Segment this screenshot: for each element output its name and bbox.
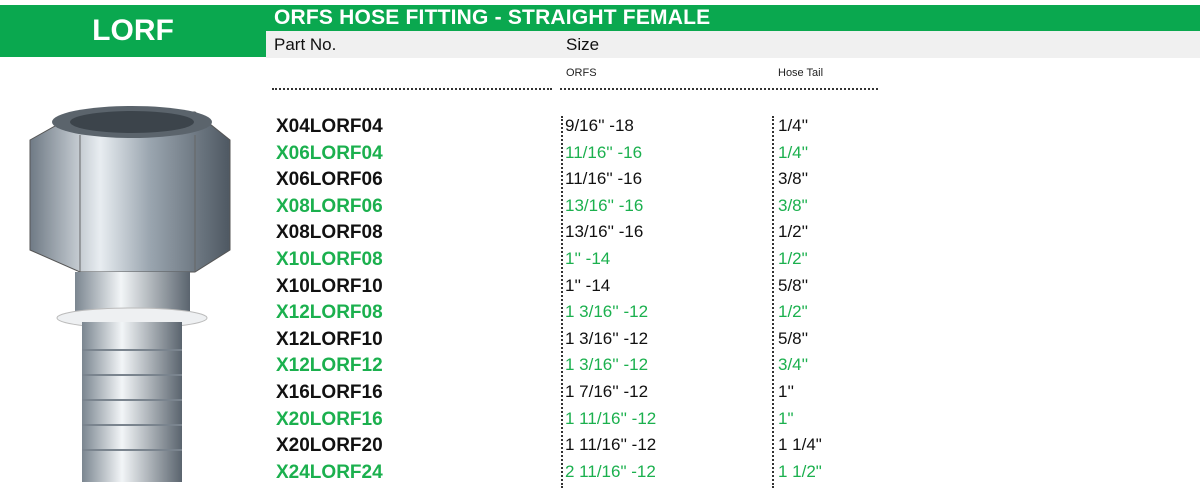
part-number: X04LORF04 xyxy=(276,116,383,137)
orfs-size: 9/16'' -18 xyxy=(565,116,634,135)
part-number: X10LORF10 xyxy=(276,275,383,297)
orfs-size: 13/16'' -16 xyxy=(565,222,644,242)
hose-tail-size: 5/8'' xyxy=(778,275,809,295)
orfs-size: 11/16'' -16 xyxy=(565,142,643,162)
orfs-header: ORFS xyxy=(566,67,597,79)
orfs-size: 13/16'' -16 xyxy=(565,195,644,215)
hose-tail-size: 1/2" xyxy=(778,249,808,268)
orfs-size: 1'' -14 xyxy=(565,275,611,295)
hose-tail-size: 1 1/4" xyxy=(778,435,822,455)
table-row: X20LORF20 1 11/16'' -12 1 1/4" xyxy=(0,435,1200,461)
part-number: X10LORF08 xyxy=(276,249,383,270)
orfs-size: 1 3/16'' -12 xyxy=(565,328,649,348)
part-number: X12LORF12 xyxy=(276,355,383,377)
table-row: X10LORF10 1'' -14 5/8'' xyxy=(0,276,1200,302)
orfs-size: 1 11/16'' -12 xyxy=(565,435,657,455)
table-row: X06LORF06 11/16'' -16 3/8'' xyxy=(0,169,1200,195)
orfs-size: 1 3/16'' -12 xyxy=(565,355,649,375)
product-code: LORF xyxy=(0,5,266,57)
divider xyxy=(272,88,552,90)
hose-tail-size: 3/8'' xyxy=(778,169,809,189)
part-number: X06LORF04 xyxy=(276,142,383,164)
hose-tail-header: Hose Tail xyxy=(778,67,824,79)
table-row: X16LORF16 1 7/16'' -12 1'' xyxy=(0,382,1200,408)
hose-tail-size: 1 1/2" xyxy=(778,461,822,481)
orfs-size: 2 11/16" -12 xyxy=(565,461,656,481)
table-row: X08LORF08 13/16'' -16 1/2'' xyxy=(0,222,1200,248)
part-number: X06LORF06 xyxy=(276,169,383,191)
orfs-size: 1 11/16'' -12 xyxy=(565,408,657,428)
hose-tail-size: 1'' xyxy=(778,382,794,401)
part-number: X20LORF16 xyxy=(276,408,383,430)
orfs-size: 1 7/16'' -12 xyxy=(565,382,649,401)
part-number: X12LORF08 xyxy=(276,302,383,324)
part-number: X08LORF06 xyxy=(276,195,383,217)
table-row: X12LORF10 1 3/16'' -12 5/8'' xyxy=(0,329,1200,355)
page-title: ORFS HOSE FITTING - STRAIGHT FEMALE xyxy=(274,6,711,29)
part-number: X24LORF24 xyxy=(276,461,383,483)
hose-tail-size: 1/4'' xyxy=(778,142,809,162)
table-row: X20LORF16 1 11/16'' -12 1" xyxy=(0,409,1200,435)
hose-tail-size: 1/4'' xyxy=(778,116,809,135)
table-row: X12LORF08 1 3/16'' -12 1/2" xyxy=(0,302,1200,328)
hose-tail-size: 1/2" xyxy=(778,302,808,322)
hose-tail-size: 3/8" xyxy=(778,195,808,215)
part-number: X08LORF08 xyxy=(276,222,383,244)
orfs-size: 11/16'' -16 xyxy=(565,169,643,189)
table-row: X08LORF06 13/16'' -16 3/8" xyxy=(0,196,1200,222)
part-number: X20LORF20 xyxy=(276,435,383,457)
fitting-image xyxy=(29,106,231,482)
table-row: X06LORF04 11/16'' -16 1/4'' xyxy=(0,143,1200,169)
table-row: X24LORF24 2 11/16" -12 1 1/2" xyxy=(0,462,1200,488)
table-row: X12LORF12 1 3/16'' -12 3/4'' xyxy=(0,355,1200,381)
header-band xyxy=(266,31,1200,58)
hose-tail-size: 1" xyxy=(778,408,794,428)
part-number: X16LORF16 xyxy=(276,382,383,403)
part-no-header: Part No. xyxy=(274,35,337,54)
table-row: X10LORF08 1'' -14 1/2" xyxy=(0,249,1200,275)
hose-tail-size: 1/2'' xyxy=(778,222,809,242)
hose-tail-size: 3/4'' xyxy=(778,355,809,375)
part-number: X12LORF10 xyxy=(276,328,383,350)
divider xyxy=(561,116,563,488)
size-header: Size xyxy=(566,35,600,54)
table-row: X04LORF04 9/16'' -18 1/4'' xyxy=(0,116,1200,142)
orfs-size: 1'' -14 xyxy=(565,249,611,268)
divider xyxy=(772,116,774,488)
hose-tail-size: 5/8'' xyxy=(778,328,809,348)
divider xyxy=(560,88,878,90)
orfs-size: 1 3/16'' -12 xyxy=(565,302,649,322)
